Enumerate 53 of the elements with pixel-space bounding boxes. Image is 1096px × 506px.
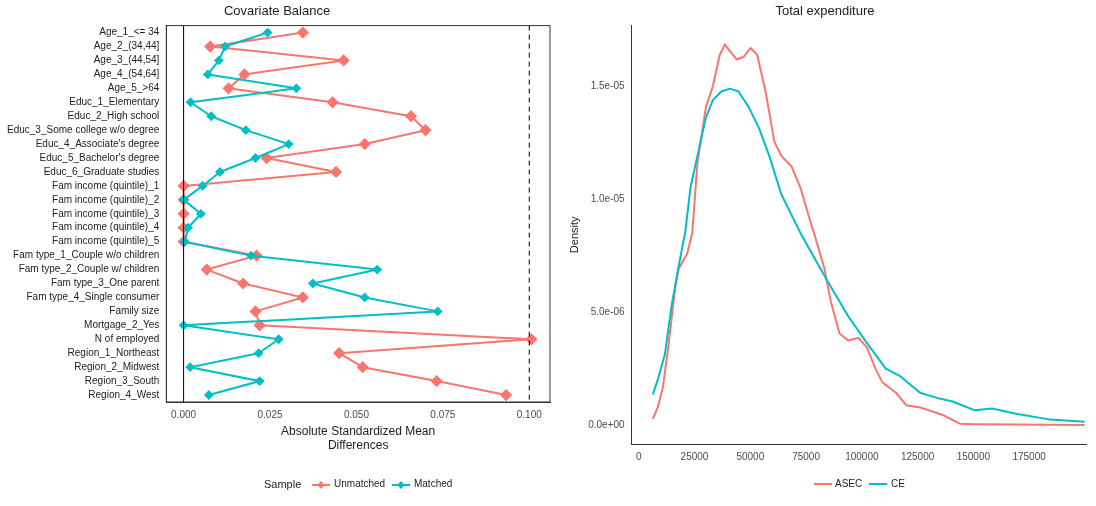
y-tick-label: N of employed — [94, 333, 160, 345]
x-tick-label: 0.025 — [257, 408, 283, 420]
y-tick-label: Region_4_West — [88, 388, 160, 400]
y-tick-label: Educ_5_Bachelor's degree — [39, 151, 160, 163]
x-tick-label: 125000 — [900, 450, 935, 462]
legend-label: Matched — [412, 478, 453, 490]
y-tick-label: Region_2_Midwest — [74, 360, 160, 372]
y-tick-label: Educ_6_Graduate studies — [43, 165, 160, 177]
y-tick-label: Mortgage_2_Yes — [84, 319, 160, 331]
y-tick-label: Fam income (quintile)_1 — [52, 179, 160, 191]
x-tick-label: 0.000 — [171, 408, 197, 420]
legend-label: Unmatched — [333, 478, 386, 490]
x-tick-label: 100000 — [845, 450, 879, 462]
chart-title: Covariate Balance — [223, 3, 331, 19]
y-tick-label: Family size — [109, 305, 160, 317]
legend-label: CE — [889, 478, 905, 489]
y-tick-label: Fam income (quintile)_3 — [52, 207, 160, 219]
x-tick-label: 175000 — [1012, 450, 1047, 462]
y-tick-label: 5.0e-06 — [590, 306, 626, 318]
y-tick-label: 0.0e+00 — [588, 419, 626, 431]
x-tick-label: 50000 — [736, 450, 765, 462]
legend-label: ASEC — [833, 478, 863, 489]
legend-title: Sample — [263, 478, 302, 490]
y-tick-label: Fam type_1_Couple w/o children — [13, 249, 160, 261]
x-tick-label: 0.050 — [343, 408, 370, 420]
x-tick-label: 150000 — [956, 450, 991, 462]
y-tick-label: Region_1_Northeast — [67, 346, 160, 358]
y-tick-label: Educ_1_Elementary — [69, 96, 160, 108]
x-axis-title: Absolute Standardized Mean Differences — [280, 424, 437, 452]
y-tick-label: Educ_2_High school — [67, 109, 160, 121]
y-tick-label: Fam type_4_Single consumer — [26, 291, 160, 303]
y-tick-label: Educ_3_Some college w/o degree — [7, 123, 160, 135]
chart-title: Total expenditure — [775, 3, 875, 19]
x-tick-label: 0 — [635, 450, 642, 462]
y-tick-label: Age_2_(34,44] — [93, 40, 160, 52]
y-tick-label: Fam income (quintile)_2 — [52, 193, 160, 205]
y-tick-label: Fam type_2_Couple w/ children — [18, 263, 160, 275]
y-tick-label: Fam type_3_One parent — [50, 277, 160, 289]
y-tick-label: Fam income (quintile)_5 — [52, 235, 160, 247]
y-tick-label: Age_3_(44,54] — [93, 54, 160, 66]
y-tick-label: Educ_4_Associate's degree — [35, 137, 160, 149]
y-tick-label: Region_3_South — [84, 374, 160, 386]
x-tick-label: 75000 — [792, 450, 821, 462]
y-axis-title: Density — [567, 215, 580, 254]
y-tick-label: Age_5_>64 — [107, 82, 160, 94]
x-tick-label: 25000 — [680, 450, 709, 462]
y-tick-label: Fam income (quintile)_4 — [52, 221, 160, 233]
y-tick-label: 1.5e-05 — [590, 80, 626, 92]
y-tick-label: Age_4_(54,64] — [93, 68, 160, 80]
x-tick-label: 0.075 — [430, 408, 456, 420]
y-tick-label: 1.0e-05 — [590, 193, 626, 205]
x-tick-label: 0.100 — [516, 408, 543, 420]
y-tick-label: Age_1_<= 34 — [99, 26, 160, 38]
